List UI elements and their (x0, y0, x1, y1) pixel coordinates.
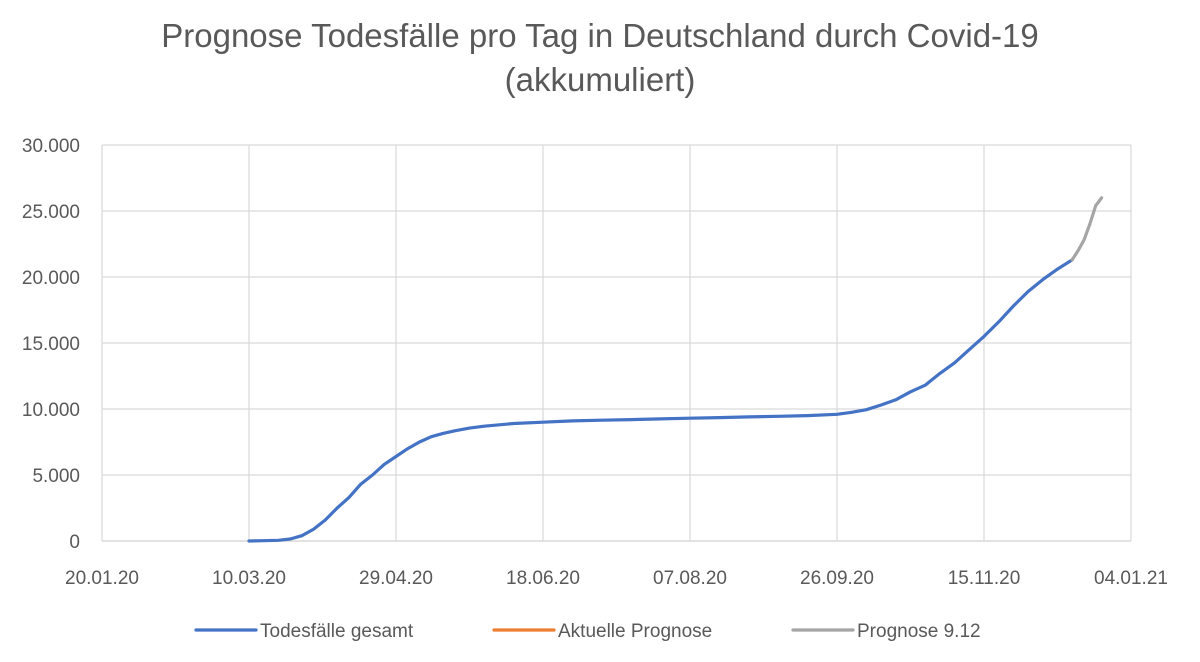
x-tick-label: 26.09.20 (800, 568, 874, 589)
y-tick-label: 25.000 (22, 202, 80, 223)
x-axis-ticks: 20.01.20 10.03.20 29.04.20 18.06.20 07.08.20… (65, 568, 1168, 589)
chart-title-line2: (akkumuliert) (504, 61, 696, 98)
series-layer (247, 196, 1104, 543)
x-tick-label: 10.03.20 (212, 568, 286, 589)
x-tick-label: 29.04.20 (359, 568, 433, 589)
series-line-2 (1070, 196, 1104, 262)
gridlines (101, 144, 1132, 541)
x-tick-label: 07.08.20 (653, 568, 727, 589)
x-tick-label: 20.01.20 (65, 568, 139, 589)
y-tick-label: 10.000 (22, 400, 80, 421)
legend-label-2: Prognose 9.12 (857, 621, 981, 642)
y-tick-label: 20.000 (22, 268, 80, 289)
y-axis-ticks: 0 5.000 10.000 15.000 20.000 25.000 30.000 (22, 136, 80, 553)
series-line-0 (247, 258, 1074, 543)
x-tick-label: 18.06.20 (506, 568, 580, 589)
x-tick-label: 04.01.21 (1094, 568, 1168, 589)
y-tick-label: 30.000 (22, 136, 80, 157)
legend-label-1: Aktuelle Prognose (558, 621, 712, 642)
chart-title-line1: Prognose Todesfälle pro Tag in Deutschla… (161, 17, 1039, 54)
y-tick-label: 5.000 (32, 466, 80, 487)
legend: Todesfälle gesamt Aktuelle Prognose Progno… (194, 621, 981, 642)
legend-label-0: Todesfälle gesamt (260, 621, 414, 642)
y-tick-label: 15.000 (22, 334, 80, 355)
y-tick-label: 0 (69, 532, 80, 553)
x-tick-label: 15.11.20 (948, 568, 1021, 589)
chart-title: Prognose Todesfälle pro Tag in Deutschla… (0, 14, 1200, 102)
